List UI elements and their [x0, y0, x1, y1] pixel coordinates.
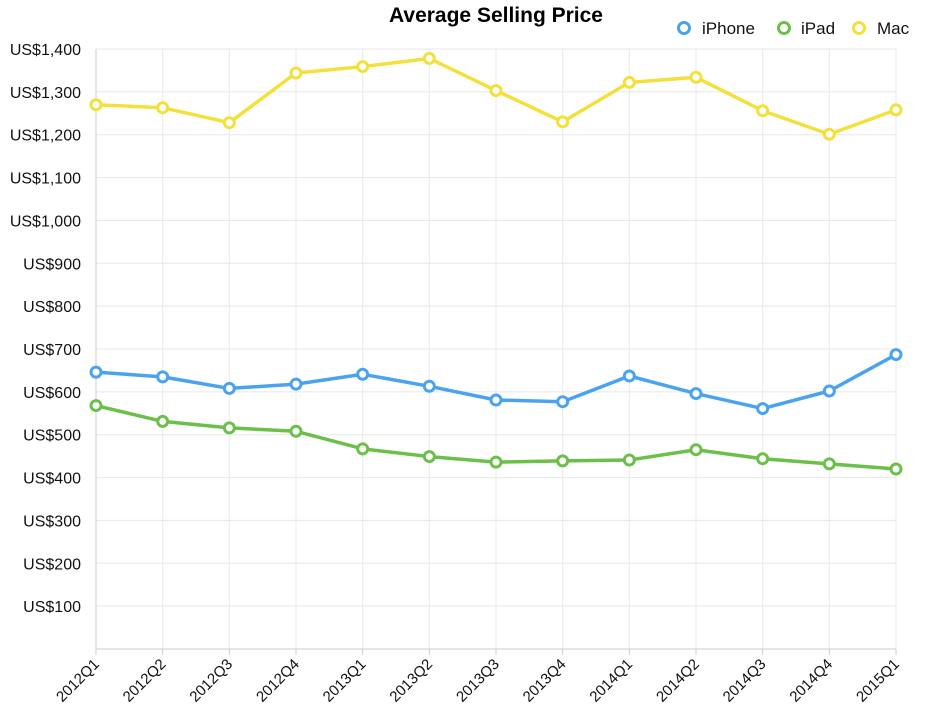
data-point-iphone[interactable]: [622, 369, 636, 383]
legend-marker-mac: [852, 21, 866, 35]
data-point-mac[interactable]: [622, 75, 636, 89]
data-point-mac[interactable]: [889, 103, 903, 117]
data-point-ipad[interactable]: [689, 443, 703, 457]
data-point-ipad[interactable]: [756, 452, 770, 466]
data-point-iphone[interactable]: [889, 348, 903, 362]
y-tick-label: US$400: [23, 471, 81, 488]
y-tick-label: US$1,200: [10, 128, 81, 145]
x-tick-label: 2012Q2: [120, 656, 170, 706]
data-point-iphone[interactable]: [222, 381, 236, 395]
x-tick-label: 2013Q3: [453, 656, 503, 706]
legend-item-iphone[interactable]: iPhone: [677, 19, 755, 38]
y-tick-label: US$600: [23, 385, 81, 402]
data-point-ipad[interactable]: [822, 457, 836, 471]
legend: iPhone iPad Mac: [677, 19, 910, 38]
data-point-ipad[interactable]: [289, 424, 303, 438]
x-tick-label: 2012Q1: [53, 656, 103, 706]
x-tick-label: 2014Q4: [786, 656, 836, 706]
chart-title: Average Selling Price: [389, 4, 603, 27]
legend-item-mac[interactable]: Mac: [852, 19, 910, 38]
data-point-mac[interactable]: [289, 66, 303, 80]
x-tick-label: 2014Q2: [653, 656, 703, 706]
data-point-ipad[interactable]: [222, 421, 236, 435]
axes: [95, 49, 897, 655]
legend-item-ipad[interactable]: iPad: [777, 19, 836, 38]
y-tick-label: US$100: [23, 599, 81, 616]
legend-label-iphone: iPhone: [702, 19, 755, 38]
data-point-mac[interactable]: [689, 70, 703, 84]
x-tick-label: 2013Q2: [386, 656, 436, 706]
data-point-mac[interactable]: [356, 60, 370, 74]
data-point-mac[interactable]: [756, 104, 770, 118]
data-point-iphone[interactable]: [356, 367, 370, 381]
data-point-iphone[interactable]: [422, 379, 436, 393]
data-point-ipad[interactable]: [156, 414, 170, 428]
data-point-ipad[interactable]: [622, 453, 636, 467]
data-point-mac[interactable]: [822, 127, 836, 141]
data-point-ipad[interactable]: [89, 399, 103, 413]
x-tick-label: 2012Q4: [253, 656, 303, 706]
x-tick-labels: 2012Q1 2012Q2 2012Q3 2012Q4 2013Q1 2013Q2 2013…: [53, 656, 903, 706]
y-tick-label: US$1,000: [10, 213, 81, 230]
data-point-mac[interactable]: [222, 116, 236, 130]
x-tick-label: 2015Q1: [853, 656, 903, 706]
x-tick-label: 2014Q1: [586, 656, 636, 706]
data-point-iphone[interactable]: [556, 395, 570, 409]
data-point-mac[interactable]: [556, 115, 570, 129]
x-tick-label: 2013Q4: [520, 656, 570, 706]
data-point-iphone[interactable]: [822, 384, 836, 398]
data-point-ipad[interactable]: [356, 442, 370, 456]
x-tick-label: 2013Q1: [320, 656, 370, 706]
legend-marker-ipad: [777, 21, 791, 35]
legend-label-mac: Mac: [877, 19, 910, 38]
data-point-iphone[interactable]: [156, 370, 170, 384]
grid-lines: [95, 48, 897, 649]
data-point-ipad[interactable]: [889, 462, 903, 476]
data-point-iphone[interactable]: [689, 387, 703, 401]
data-point-mac[interactable]: [156, 101, 170, 115]
data-point-iphone[interactable]: [289, 377, 303, 391]
x-tick-label: 2012Q3: [186, 656, 236, 706]
y-tick-label: US$1,400: [10, 42, 81, 59]
y-tick-labels: US$100 US$200 US$300 US$400 US$500 US$600 US$7…: [10, 42, 81, 616]
data-point-mac[interactable]: [422, 51, 436, 65]
y-tick-label: US$200: [23, 556, 81, 573]
data-point-ipad[interactable]: [422, 450, 436, 464]
data-point-ipad[interactable]: [556, 454, 570, 468]
data-point-iphone[interactable]: [756, 402, 770, 416]
data-point-mac[interactable]: [489, 84, 503, 98]
y-tick-label: US$500: [23, 428, 81, 445]
legend-label-ipad: iPad: [801, 19, 835, 38]
x-tick-label: 2014Q3: [720, 656, 770, 706]
y-tick-label: US$900: [23, 256, 81, 273]
data-point-ipad[interactable]: [489, 455, 503, 469]
y-tick-label: US$800: [23, 299, 81, 316]
data-point-mac[interactable]: [89, 98, 103, 112]
y-tick-label: US$700: [23, 342, 81, 359]
y-tick-label: US$1,300: [10, 85, 81, 102]
data-point-iphone[interactable]: [489, 393, 503, 407]
y-tick-label: US$300: [23, 513, 81, 530]
data-point-iphone[interactable]: [89, 365, 103, 379]
data-points: [89, 51, 903, 476]
legend-marker-iphone: [677, 21, 691, 35]
y-tick-label: US$1,100: [10, 171, 81, 188]
